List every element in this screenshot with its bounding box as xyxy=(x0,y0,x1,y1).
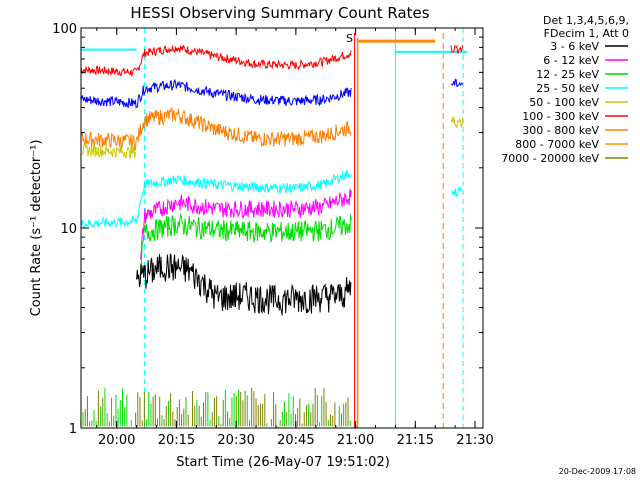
series-line-6-12-kev xyxy=(140,188,352,260)
x-tick-label: 20:30 xyxy=(217,433,254,448)
saturation-annotation: S xyxy=(346,32,353,45)
legend: Det 1,3,4,5,6,9,FDecim 1, Att 03 - 6 keV… xyxy=(501,14,629,165)
series-line-300-800-kev xyxy=(80,107,352,152)
legend-entry-label: 100 - 300 keV xyxy=(522,110,599,123)
y-axis: 1 10 100 xyxy=(52,22,483,437)
legend-entry-label: 800 - 7000 keV xyxy=(515,138,599,151)
legend-entry-label: 6 - 12 keV xyxy=(543,54,599,67)
series-line-tail-yellow xyxy=(450,116,464,129)
x-tick-label: 20:00 xyxy=(98,433,135,448)
x-tick-label: 20:45 xyxy=(277,433,314,448)
series-line-3-6-kev xyxy=(136,253,352,316)
x-tick-label: 20:15 xyxy=(158,433,195,448)
x-tick-label: 21:30 xyxy=(456,433,493,448)
series-line-25-50-kev xyxy=(80,170,352,229)
legend-header: Det 1,3,4,5,6,9, xyxy=(543,14,629,27)
legend-entry-label: 12 - 25 keV xyxy=(536,68,599,81)
x-tick-label: 21:15 xyxy=(397,433,434,448)
legend-header: FDecim 1, Att 0 xyxy=(544,27,629,40)
legend-entry-label: 25 - 50 keV xyxy=(536,82,599,95)
legend-entry-label: 300 - 800 keV xyxy=(522,124,599,137)
series-line-100-300-kev xyxy=(80,45,352,77)
series-line-tail-blue xyxy=(450,78,464,88)
x-axis-label: Start Time (26-May-07 19:51:02) xyxy=(176,455,390,470)
series-line-tail-red xyxy=(450,44,464,54)
legend-entry-label: 3 - 6 keV xyxy=(550,40,599,53)
legend-entry-label: 7000 - 20000 keV xyxy=(501,152,599,165)
legend-entry-label: 50 - 100 keV xyxy=(529,96,599,109)
series-line-blue-extra xyxy=(80,78,352,109)
plot-area xyxy=(80,28,468,428)
chart-title: HESSI Observing Summary Count Rates xyxy=(130,4,429,22)
series-line-12-25-kev xyxy=(140,213,352,275)
y-tick-label: 10 xyxy=(60,222,77,237)
y-tick-label: 1 xyxy=(69,422,77,437)
series-line-50-100-kev xyxy=(80,143,137,160)
y-tick-label: 100 xyxy=(52,22,77,37)
x-tick-label: 21:00 xyxy=(337,433,374,448)
series-line-tail-cyan xyxy=(450,185,463,197)
x-axis: 20:00 20:15 20:30 20:45 21:00 21:15 21:30 xyxy=(96,28,494,448)
timestamp: 20-Dec-2009 17:08 xyxy=(559,467,636,476)
y-axis-label: Count Rate (s⁻¹ detector⁻¹) xyxy=(29,140,44,317)
